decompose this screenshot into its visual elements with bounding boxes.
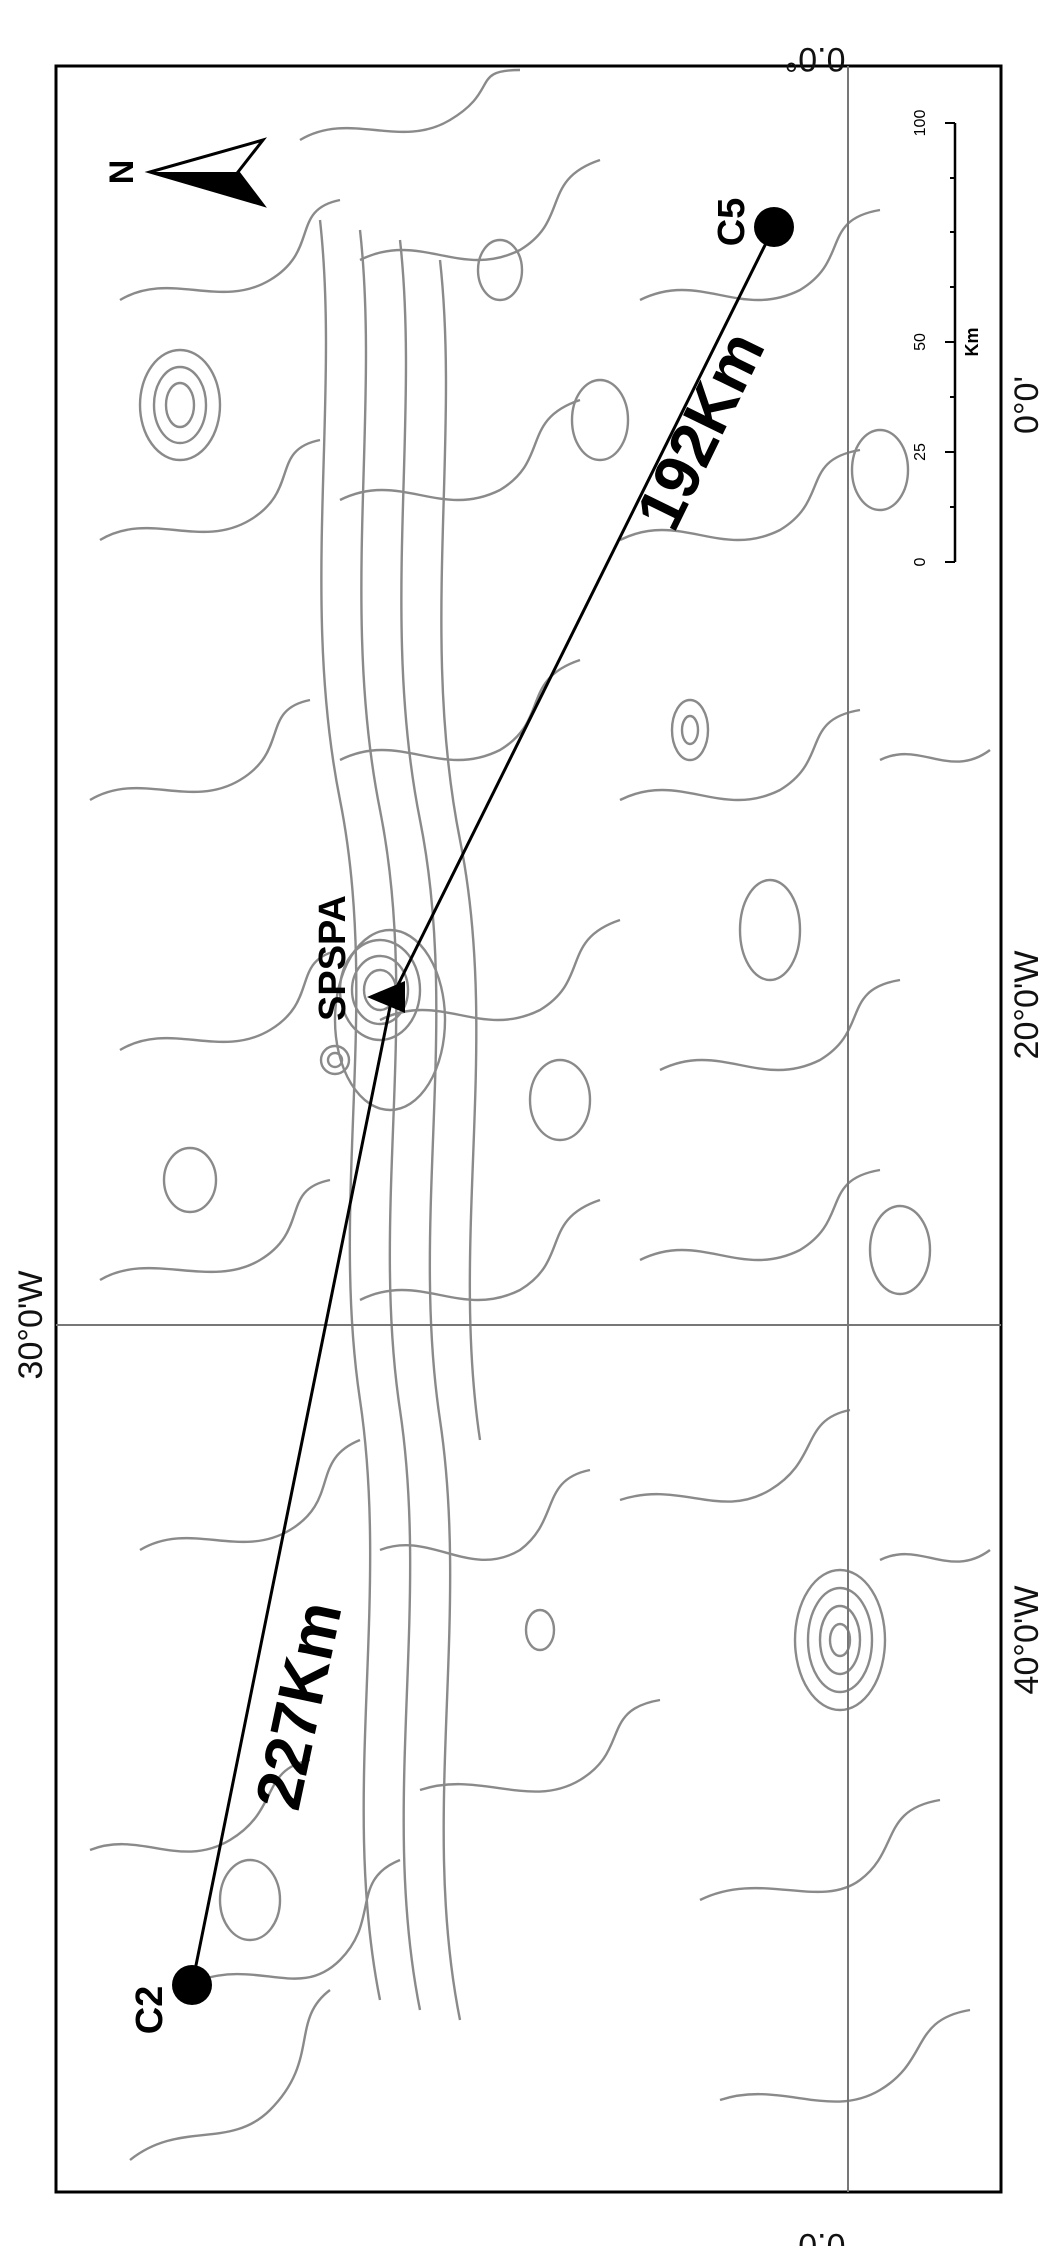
north-label: N [103,160,141,185]
map-frame [54,64,1003,2194]
site-spspa-label: SPSPA [312,895,354,1021]
site-c5-label: C5 [711,198,753,247]
scale-unit: Km [962,327,982,356]
scale-label-0: 0 [912,557,929,566]
lon-label-30w: 30°0'W [12,1271,50,1380]
lat-label-bottom: 0.0° [785,2226,846,2246]
lat-label-top: 0.0° [785,40,846,78]
site-c2-marker[interactable] [172,1965,212,2005]
site-c5-marker[interactable] [754,207,794,247]
route-c2-spspa [190,996,394,1986]
lon-label-0: 0°0' [1008,376,1046,434]
site-c2-label: C2 [129,1986,171,2035]
scale-label-100: 100 [912,110,929,137]
scale-label-25: 25 [912,443,929,461]
lon-label-40w: 40°0'W [1008,1586,1046,1695]
route-spspa-c5 [390,226,776,998]
site-spspa-marker[interactable] [367,981,405,1013]
north-arrow: N [103,137,268,208]
lon-label-20w: 20°0'W [1008,951,1046,1060]
map-frame-group [54,64,1003,2194]
scale-bar: 0 25 50 100 Km [912,110,982,567]
north-arrow-fill [150,172,263,205]
contour-lines [89,68,991,2161]
scale-label-50: 50 [912,333,929,351]
